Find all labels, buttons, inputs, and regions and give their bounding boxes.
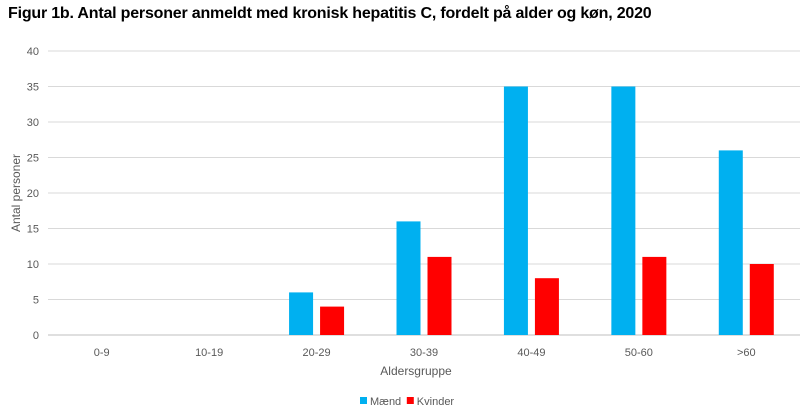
y-axis-title: Antal personer	[9, 154, 23, 232]
legend-swatch-maend	[360, 397, 367, 404]
bar-kvinder	[642, 256, 667, 335]
bar-kvinder	[320, 306, 345, 335]
legend-label-kvinder: Kvinder	[417, 396, 455, 408]
chart-title: Figur 1b. Antal personer anmeldt med kro…	[8, 5, 652, 22]
y-tick-label: 20	[27, 188, 39, 200]
y-tick-label: 25	[27, 153, 39, 165]
bar-maend	[503, 86, 528, 335]
y-tick-label: 10	[27, 259, 39, 271]
x-tick-label: 30-39	[410, 347, 438, 359]
x-tick-label: 50-60	[625, 347, 653, 359]
bar-maend	[396, 221, 421, 335]
x-tick-label: >60	[737, 347, 756, 359]
y-tick-label: 5	[33, 295, 39, 307]
bar-maend	[611, 86, 636, 335]
y-tick-label: 15	[27, 224, 39, 236]
legend-swatch-kvinder	[406, 397, 414, 404]
bar-kvinder	[749, 264, 774, 335]
x-tick-label: 10-19	[195, 347, 223, 359]
y-tick-label: 0	[33, 330, 39, 342]
y-tick-label: 35	[27, 82, 39, 94]
y-tick-label: 30	[27, 117, 39, 129]
x-axis-title: Aldersgruppe	[380, 364, 452, 378]
bar-kvinder	[427, 256, 452, 335]
bar-kvinder	[534, 278, 559, 335]
bar-maend	[289, 292, 314, 335]
legend-label-maend: Mænd	[370, 396, 401, 408]
bar-maend	[718, 150, 743, 335]
x-tick-label: 0-9	[94, 347, 110, 359]
x-tick-label: 20-29	[303, 347, 331, 359]
y-tick-label: 40	[27, 46, 39, 58]
x-tick-label: 40-49	[517, 347, 545, 359]
